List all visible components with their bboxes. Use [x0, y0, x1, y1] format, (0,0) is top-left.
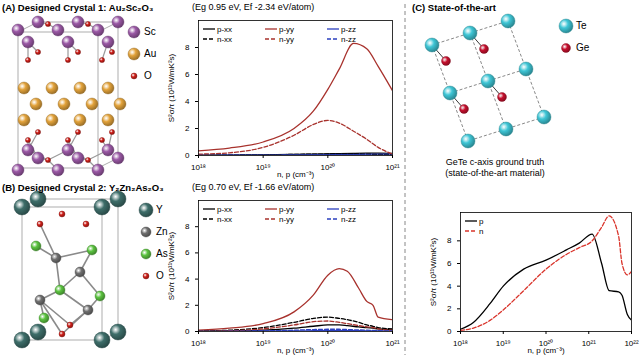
- svg-text:10¹⁸: 10¹⁸: [191, 163, 206, 172]
- svg-text:10²¹: 10²¹: [385, 339, 400, 348]
- html-text:O: O: [156, 270, 164, 281]
- svg-text:p-zz: p-zz: [341, 25, 356, 34]
- html-text:Y: Y: [156, 204, 163, 215]
- svg-text:p: p: [479, 217, 484, 226]
- svg-text:4: 4: [447, 282, 452, 291]
- html-text:(Eg 0.95 eV, Ef -2.34 eV/atom): (Eg 0.95 eV, Ef -2.34 eV/atom): [192, 2, 315, 12]
- svg-text:4: 4: [185, 97, 190, 106]
- svg-text:n, p (cm⁻³): n, p (cm⁻³): [277, 170, 315, 179]
- svg-text:p-zz: p-zz: [341, 205, 356, 214]
- svg-text:8: 8: [185, 222, 190, 231]
- svg-text:n, p (cm⁻³): n, p (cm⁻³): [527, 346, 565, 355]
- html-text:GeTe c-axis ground truth: GeTe c-axis ground truth: [445, 157, 545, 167]
- svg-text:2: 2: [185, 301, 190, 310]
- svg-text:n-xx: n-xx: [217, 35, 232, 44]
- svg-text:6: 6: [447, 259, 452, 268]
- svg-text:p-xx: p-xx: [217, 25, 232, 34]
- html-text:(Eg 0.70 eV, Ef -1.66 eV/atom): (Eg 0.70 eV, Ef -1.66 eV/atom): [192, 182, 315, 192]
- svg-text:S²σ/τ (10¹¹W/mK²s): S²σ/τ (10¹¹W/mK²s): [167, 53, 176, 122]
- svg-text:10²¹: 10²¹: [582, 339, 597, 348]
- html-text:(A) Designed Crystal 1: Au₂Sc₂: (A) Designed Crystal 1: Au₂Sc₂O₃: [2, 2, 154, 13]
- html-text:Zn: Zn: [156, 226, 168, 237]
- html-text:Ge: Ge: [576, 42, 590, 53]
- svg-text:10¹⁸: 10¹⁸: [191, 339, 206, 348]
- svg-text:10¹⁸: 10¹⁸: [453, 339, 468, 348]
- html-text:(B) Designed Crystal 2: Y₂Zn₂A: (B) Designed Crystal 2: Y₂Zn₂As₂O₃: [2, 182, 164, 193]
- svg-text:n, p (cm⁻³): n, p (cm⁻³): [277, 346, 315, 355]
- svg-text:S²σ/τ (10¹¹W/mK²s): S²σ/τ (10¹¹W/mK²s): [429, 237, 438, 306]
- svg-text:4: 4: [185, 275, 190, 284]
- svg-text:10²⁰: 10²⁰: [538, 339, 554, 349]
- html-text:(state-of-the-art material): (state-of-the-art material): [445, 168, 545, 178]
- html-text:Au: Au: [144, 48, 157, 59]
- svg-text:10¹⁹: 10¹⁹: [256, 163, 271, 172]
- svg-text:p-xx: p-xx: [217, 205, 232, 214]
- svg-text:n-zz: n-zz: [341, 35, 356, 44]
- svg-text:n-yy: n-yy: [279, 35, 294, 44]
- svg-text:10²¹: 10²¹: [385, 163, 400, 172]
- html-text:As: As: [156, 248, 168, 259]
- svg-text:p-yy: p-yy: [279, 205, 294, 214]
- svg-text:0: 0: [185, 327, 190, 336]
- svg-text:0: 0: [185, 151, 190, 160]
- svg-text:2: 2: [447, 304, 452, 313]
- svg-text:n-zz: n-zz: [341, 215, 356, 224]
- svg-text:10¹⁹: 10¹⁹: [496, 339, 511, 348]
- svg-text:n: n: [479, 227, 483, 236]
- svg-text:6: 6: [185, 70, 190, 79]
- svg-text:10²²: 10²²: [624, 339, 639, 348]
- html-text:O: O: [144, 70, 152, 81]
- html-text:Te: Te: [576, 20, 587, 31]
- svg-text:n-xx: n-xx: [217, 215, 232, 224]
- html-text:Sc: Sc: [144, 26, 156, 37]
- svg-text:p-yy: p-yy: [279, 25, 294, 34]
- svg-text:10¹⁹: 10¹⁹: [256, 339, 271, 348]
- svg-text:2: 2: [185, 124, 190, 133]
- svg-text:0: 0: [447, 327, 452, 336]
- svg-text:n-yy: n-yy: [279, 215, 294, 224]
- svg-text:6: 6: [185, 248, 190, 257]
- svg-text:8: 8: [185, 43, 190, 52]
- svg-text:10²⁰: 10²⁰: [321, 339, 336, 348]
- svg-text:8: 8: [447, 236, 452, 245]
- svg-text:S²σ/τ (10¹¹W/mK²s): S²σ/τ (10¹¹W/mK²s): [167, 231, 176, 300]
- svg-text:10²⁰: 10²⁰: [321, 163, 336, 172]
- html-text:(C) State-of-the-art: (C) State-of-the-art: [412, 2, 496, 13]
